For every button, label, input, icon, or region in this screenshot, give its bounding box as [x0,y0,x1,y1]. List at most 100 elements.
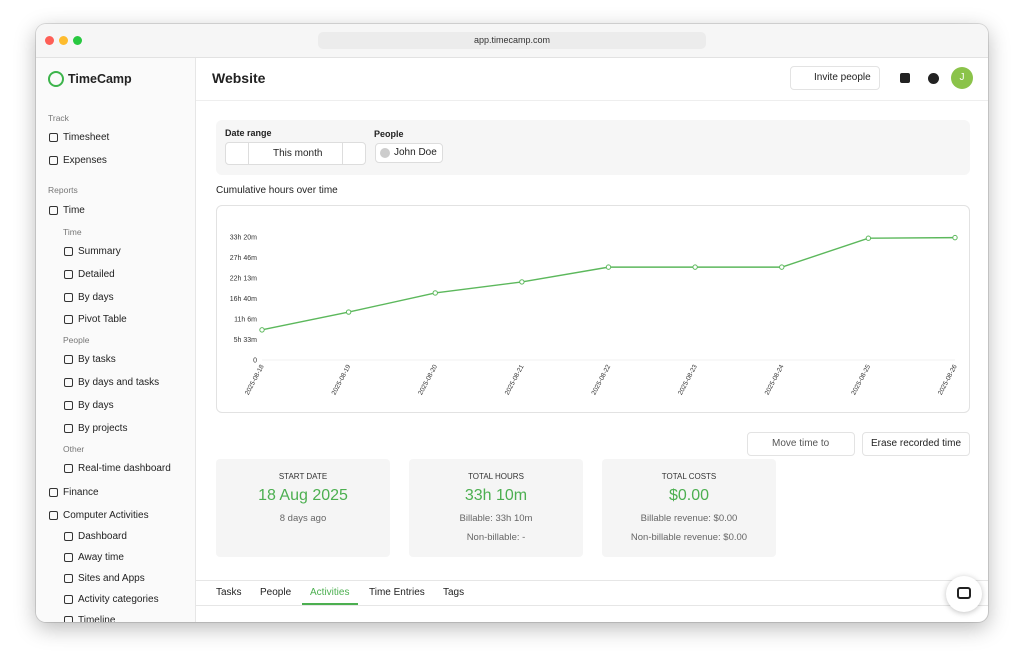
icon [64,531,73,541]
date-next[interactable] [342,142,343,165]
date-range-label: Date range [225,128,272,138]
nav-item: By days [78,291,114,303]
section-heading: Track [48,113,69,123]
icon [64,315,73,325]
x-tick-label: 2025-08-19 [331,363,353,396]
logo: TimeCamp [68,72,132,86]
x-tick-label: 2025-08-20 [417,363,439,396]
y-tick-label: 5h 33m [234,337,258,344]
point [605,264,612,270]
date-prev[interactable] [248,142,249,165]
card-value: 33h 10m [464,487,528,504]
nav-item: By days and tasks [78,377,160,389]
nav-item: Detailed [78,268,115,280]
avatar-initial: J [959,72,965,83]
card-detail: Billable revenue: $0.00 [640,513,738,524]
card-label: TOTAL HOURS [468,472,524,481]
page-title: Website [212,70,266,86]
point [259,327,265,333]
x-tick-label: 2025-08-24 [764,363,786,396]
section-heading: Reports [48,185,78,195]
nav-item: Summary [78,246,121,257]
x-tick-label: 2025-08-21 [504,363,526,396]
minimize[interactable] [59,36,68,45]
tab[interactable]: Tags [443,587,465,598]
point [432,290,438,296]
tab[interactable]: Tasks [216,587,242,598]
icon [49,206,58,215]
active-tab-underline [302,603,358,605]
chart-title: Cumulative hours over time [216,185,338,196]
icon [64,615,73,622]
tab[interactable]: People [260,587,292,598]
card-detail: 8 days ago [279,513,327,524]
x-tick-label: 2025-08-26 [937,363,959,396]
point [519,279,525,285]
nav-item: Timeline [78,614,116,622]
nav-item: Pivot Table [78,314,127,326]
point [345,309,352,315]
card [602,459,776,557]
icon [64,573,73,583]
url-bar[interactable] [318,32,706,49]
sub-heading: Other [63,443,85,454]
point [865,235,872,241]
nav-item: Away time [78,551,124,563]
x-tick-label: 2025-08-25 [850,363,872,396]
icon [64,594,73,604]
nav-item: Sites and Apps [78,572,145,584]
card [216,459,390,557]
chart: 0 5h 33m 11h 6m 16h 40m 22h 13m 27h 46m 33h 20… [230,235,959,397]
icon [49,487,58,497]
tabs-bottom-line [196,605,988,606]
icon [64,269,73,279]
person-chip[interactable] [375,143,443,163]
y-tick-label: 27h 46m [230,255,257,262]
x-tick-label: 2025-08-22 [590,363,612,396]
nav-item: Time [63,205,85,216]
card-label: TOTAL COSTS [661,472,717,481]
help-icon[interactable] [928,73,939,84]
nav-item: By projects [78,422,128,434]
avatar[interactable] [951,67,973,89]
icon [64,247,73,256]
icon [64,355,73,365]
tab[interactable]: Activities [310,587,350,598]
url: app.timecamp.com [473,35,551,45]
tab[interactable]: Time Entries [369,587,425,598]
icon [64,401,73,410]
chat-button[interactable] [946,576,982,612]
move-label: Move time to [772,438,830,449]
icon [49,156,58,165]
erase-button[interactable] [862,432,970,456]
card-value: 18 Aug 2025 [258,487,348,504]
icon [64,463,73,473]
logo-mark [48,71,64,87]
card-detail: Billable: 33h 10m [459,513,533,524]
invite-label: Invite people [814,72,871,83]
move-button[interactable] [747,432,855,456]
person: John Doe [394,147,437,158]
sub-heading: People [63,335,90,346]
point [779,264,785,270]
y-tick-label: 16h 40m [230,296,257,303]
sub-heading: Time [63,227,82,237]
chat-icon [957,587,971,599]
zoom[interactable] [73,36,82,45]
date-control[interactable] [225,142,366,165]
sidebar [36,58,196,622]
nav-item: Dashboard [78,530,127,542]
tabs-top-line [196,580,988,581]
close[interactable] [45,36,54,45]
x-tick-label: 2025-08-23 [677,363,699,396]
card-label: START DATE [278,472,328,481]
apps-icon[interactable] [900,73,910,83]
card [409,459,583,557]
card-detail: Non-billable: - [466,532,526,543]
icon [64,292,73,302]
icon [64,423,73,433]
browser-window: app.timecamp.com TimeCamp Website Invite… [36,24,988,622]
nav-item: Expenses [63,155,107,166]
invite-button[interactable] [790,66,880,90]
nav-item: By tasks [78,354,116,366]
